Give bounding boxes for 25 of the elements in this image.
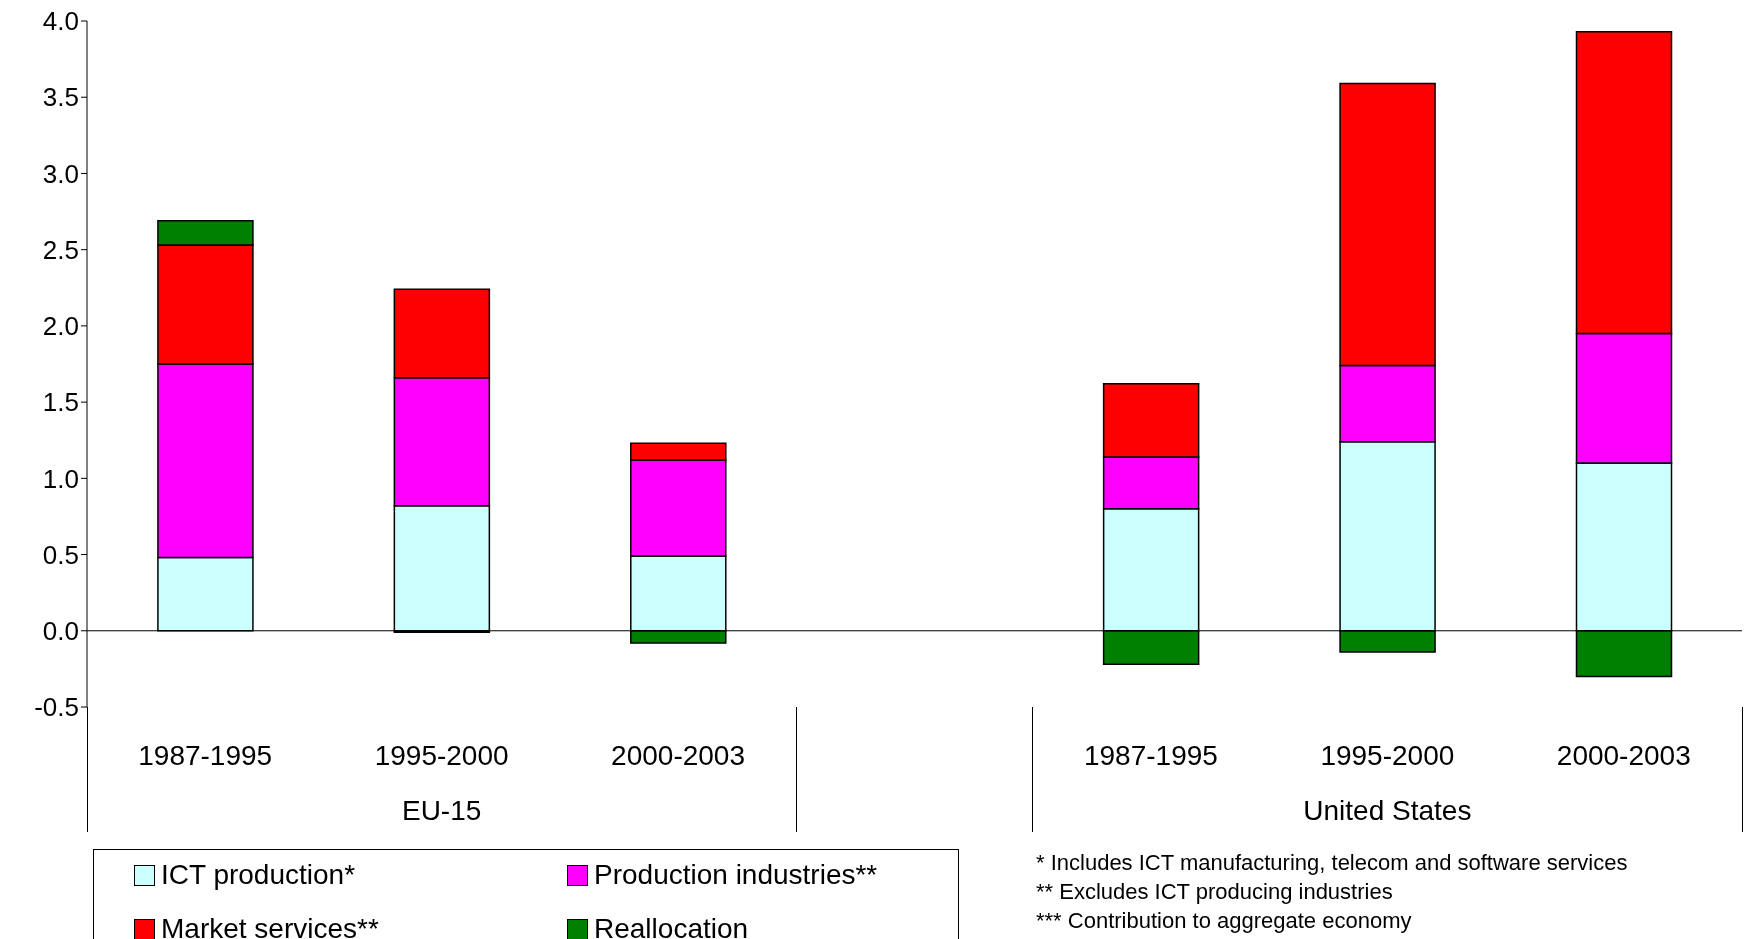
legend-label: Production industries** <box>594 859 878 891</box>
y-tick-label: 3.5 <box>42 82 79 113</box>
text: United States <box>1302 795 1473 827</box>
y-tick-label: 0.0 <box>42 616 79 647</box>
text: * Includes ICT manufacturing, telecom and software services <box>1036 849 1628 877</box>
x-tick-label: 2000-2003 <box>1556 739 1691 771</box>
x-tick-label: 1987-1995 <box>138 739 273 771</box>
y-tick-label: 0.5 <box>42 539 79 570</box>
legend-label: ICT production* <box>161 859 356 891</box>
y-tick-label: 3.0 <box>42 158 79 189</box>
x-tick-label: 1995-2000 <box>374 739 509 771</box>
text: EU-15 <box>400 795 483 827</box>
legend-label: Reallocation <box>594 913 749 939</box>
y-tick-label: 2.5 <box>42 234 79 265</box>
y-tick-label: 2.0 <box>42 311 79 342</box>
y-tick-label: 1.5 <box>42 387 79 418</box>
x-tick-label: 2000-2003 <box>611 739 746 771</box>
x-tick-label: 1995-2000 <box>1320 739 1455 771</box>
text: *** Contribution to aggregate economy <box>1036 907 1413 935</box>
y-tick-label: -0.5 <box>34 692 79 723</box>
y-tick-label: 4.0 <box>42 6 79 37</box>
x-tick-label: 1987-1995 <box>1083 739 1218 771</box>
text: ** Excludes ICT producing industries <box>1036 878 1394 906</box>
y-tick-label: 1.0 <box>42 463 79 494</box>
legend-label: Market services** <box>161 913 379 939</box>
